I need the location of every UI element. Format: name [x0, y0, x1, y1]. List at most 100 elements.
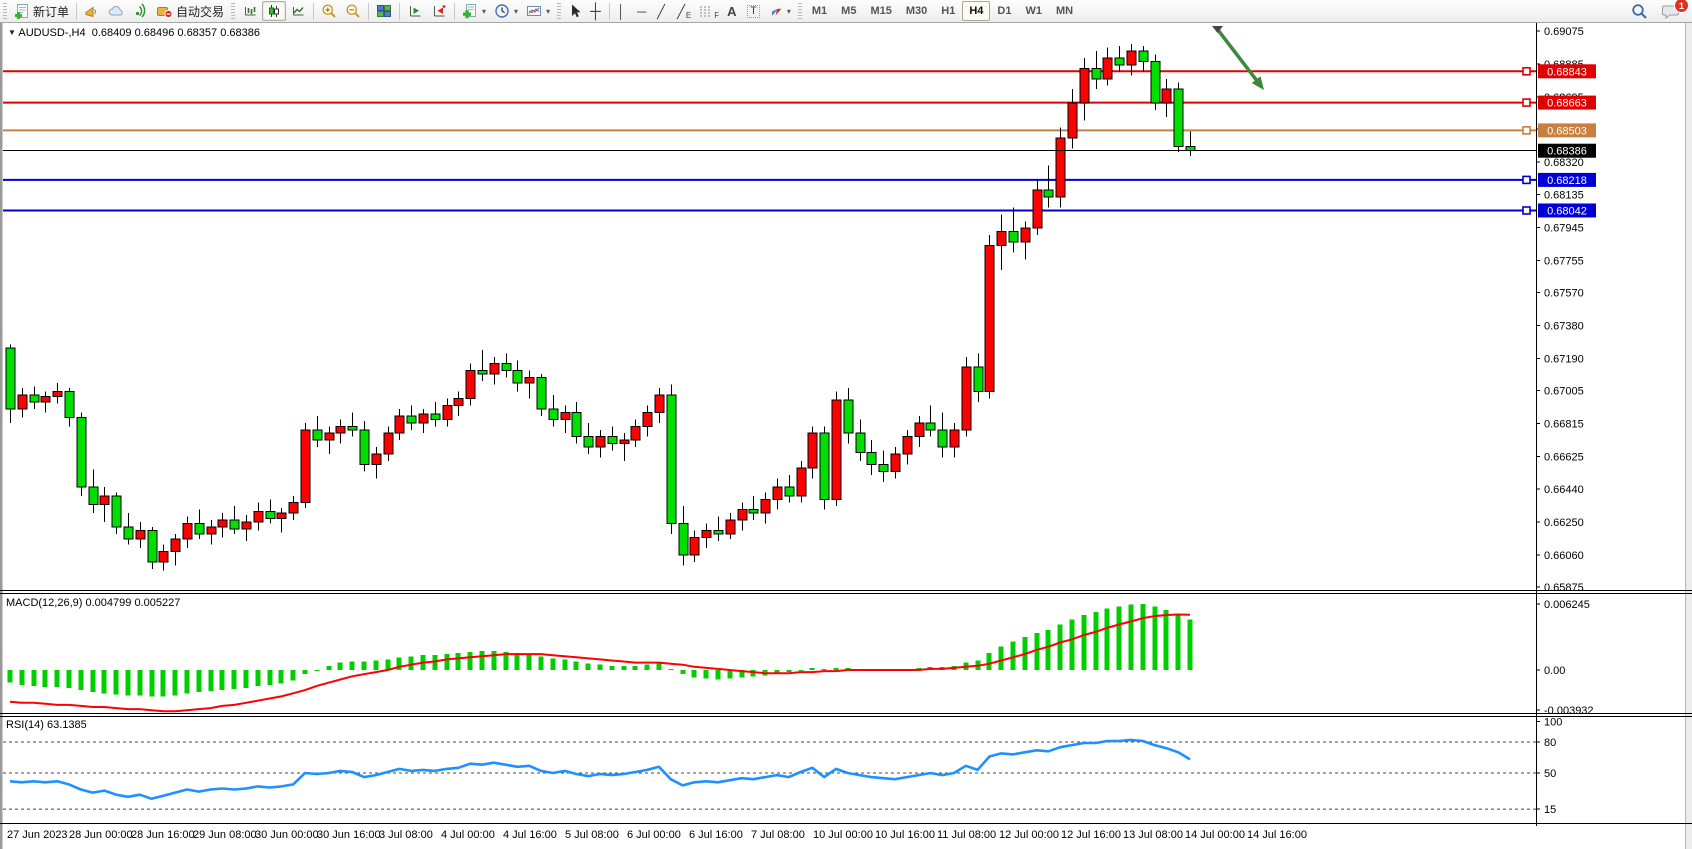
fibonacci-button[interactable]: F	[695, 1, 723, 21]
candlestick-icon	[266, 3, 282, 19]
toolbar-drag-handle[interactable]	[557, 3, 562, 19]
svg-text:0.68218: 0.68218	[1547, 175, 1587, 187]
zoom-out-button[interactable]	[341, 1, 365, 21]
tab-timeframe-m1[interactable]: M1	[805, 1, 834, 21]
community-button[interactable]	[104, 1, 128, 21]
auto-scroll-button[interactable]	[403, 1, 427, 21]
macd-signal-value: 0.005227	[134, 597, 181, 609]
svg-text:30 Jun 16:00: 30 Jun 16:00	[317, 829, 381, 841]
indicators-icon	[462, 3, 478, 19]
toolbar-separator	[609, 2, 611, 20]
chat-button[interactable]: 1	[1658, 0, 1689, 21]
vertical-line-button[interactable]: │	[613, 1, 633, 21]
svg-text:0.68663: 0.68663	[1547, 98, 1587, 110]
vertical-line-icon: │	[617, 3, 626, 19]
rsi-value: 63.1385	[46, 719, 87, 731]
dropdown-icon: ▾	[482, 6, 487, 16]
bar-chart-button[interactable]	[238, 1, 262, 21]
cursor-button[interactable]	[564, 1, 586, 21]
signal-icon	[132, 3, 148, 19]
svg-text:0.68135: 0.68135	[1544, 189, 1584, 201]
tab-timeframe-d1[interactable]: D1	[990, 1, 1018, 21]
tab-timeframe-h1[interactable]: H1	[934, 1, 962, 21]
autotrading-button[interactable]: 自动交易	[152, 1, 228, 21]
svg-text:80: 80	[1544, 737, 1556, 749]
chart-shift-button[interactable]	[427, 1, 451, 21]
rsi-indicator-label: RSI(14) 63.1385	[6, 719, 87, 731]
svg-text:100: 100	[1544, 716, 1562, 728]
equidistant-channel-button[interactable]: ╱ E	[673, 1, 695, 21]
auto-scroll-icon	[407, 3, 423, 19]
svg-text:14 Jul 16:00: 14 Jul 16:00	[1247, 829, 1307, 841]
clock-icon	[494, 3, 510, 19]
svg-text:0.68503: 0.68503	[1547, 125, 1587, 137]
periods-button[interactable]: ▾	[490, 1, 522, 21]
signals-button[interactable]	[128, 1, 152, 21]
svg-text:0.68386: 0.68386	[1547, 146, 1587, 158]
trendline-icon: ╱	[657, 3, 665, 19]
tile-windows-button[interactable]	[372, 1, 396, 21]
indicators-button[interactable]: ▾	[458, 1, 490, 21]
svg-text:12 Jul 16:00: 12 Jul 16:00	[1061, 829, 1121, 841]
new-order-icon	[14, 3, 30, 19]
svg-text:0.68320: 0.68320	[1544, 157, 1584, 169]
line-chart-button[interactable]	[286, 1, 310, 21]
channel-icon: ╱	[677, 3, 685, 19]
ohlc-open: 0.68409	[91, 27, 132, 39]
svg-text:0.67945: 0.67945	[1544, 222, 1584, 234]
svg-text:0.66060: 0.66060	[1544, 550, 1584, 562]
new-order-button[interactable]: 新订单	[10, 1, 73, 21]
svg-text:6 Jul 16:00: 6 Jul 16:00	[689, 829, 743, 841]
new-order-label: 新订单	[33, 4, 70, 19]
templates-button[interactable]: ▾	[522, 1, 554, 21]
ohlc-low: 0.68357	[177, 27, 218, 39]
candlestick-chart-button[interactable]	[262, 1, 287, 21]
search-button[interactable]	[1627, 1, 1652, 21]
cursor-icon	[568, 3, 582, 19]
tab-timeframe-h4[interactable]: H4	[962, 1, 991, 21]
tab-timeframe-m30[interactable]: M30	[899, 1, 934, 21]
toolbar-drag-handle[interactable]	[231, 3, 236, 19]
svg-text:10 Jul 16:00: 10 Jul 16:00	[875, 829, 935, 841]
sounds-button[interactable]	[80, 1, 104, 21]
zoom-in-button[interactable]	[317, 1, 341, 21]
svg-text:0.66625: 0.66625	[1544, 452, 1584, 464]
tab-timeframe-m5[interactable]: M5	[834, 1, 863, 21]
toolbar-separator	[313, 2, 315, 20]
text-button[interactable]: A	[723, 1, 743, 21]
svg-text:0.67755: 0.67755	[1544, 255, 1584, 267]
svg-text:6 Jul 00:00: 6 Jul 00:00	[627, 829, 681, 841]
autotrading-icon	[156, 3, 173, 19]
text-label-icon: T	[747, 4, 760, 18]
crosshair-button[interactable]: ┼	[586, 1, 606, 21]
svg-text:0.67005: 0.67005	[1544, 386, 1584, 398]
svg-text:28 Jun 00:00: 28 Jun 00:00	[69, 829, 133, 841]
tab-timeframe-m15[interactable]: M15	[863, 1, 898, 21]
toolbar-right-group: 1	[1627, 0, 1689, 21]
svg-text:5 Jul 08:00: 5 Jul 08:00	[565, 829, 619, 841]
svg-text:3 Jul 08:00: 3 Jul 08:00	[379, 829, 433, 841]
rsi-name: RSI(14)	[6, 719, 44, 731]
svg-text:0.67190: 0.67190	[1544, 354, 1584, 366]
dropdown-icon: ▾	[546, 6, 551, 16]
bar-chart-icon	[242, 3, 258, 19]
timeframe-group: M1 M5 M15 M30 H1 H4 D1 W1 MN	[805, 1, 1080, 21]
text-icon: A	[727, 3, 737, 19]
collapse-icon[interactable]: ▼	[8, 28, 16, 37]
tab-timeframe-mn[interactable]: MN	[1049, 1, 1080, 21]
svg-text:-0.003932: -0.003932	[1544, 705, 1594, 717]
svg-text:0.66440: 0.66440	[1544, 484, 1584, 496]
horizontal-line-button[interactable]: ─	[633, 1, 653, 21]
toolbar-separator	[454, 2, 456, 20]
toolbar-drag-handle[interactable]	[797, 3, 802, 19]
arrows-button[interactable]: ▾	[764, 1, 795, 21]
toolbar-drag-handle[interactable]	[3, 3, 7, 19]
toolbar-separator	[399, 2, 401, 20]
tab-timeframe-w1[interactable]: W1	[1018, 1, 1049, 21]
trendline-button[interactable]: ╱	[653, 1, 673, 21]
text-label-button[interactable]: T	[743, 1, 764, 21]
svg-text:0.006245: 0.006245	[1544, 599, 1590, 611]
toolbar-separator	[368, 2, 370, 20]
zoom-out-icon	[345, 3, 361, 19]
